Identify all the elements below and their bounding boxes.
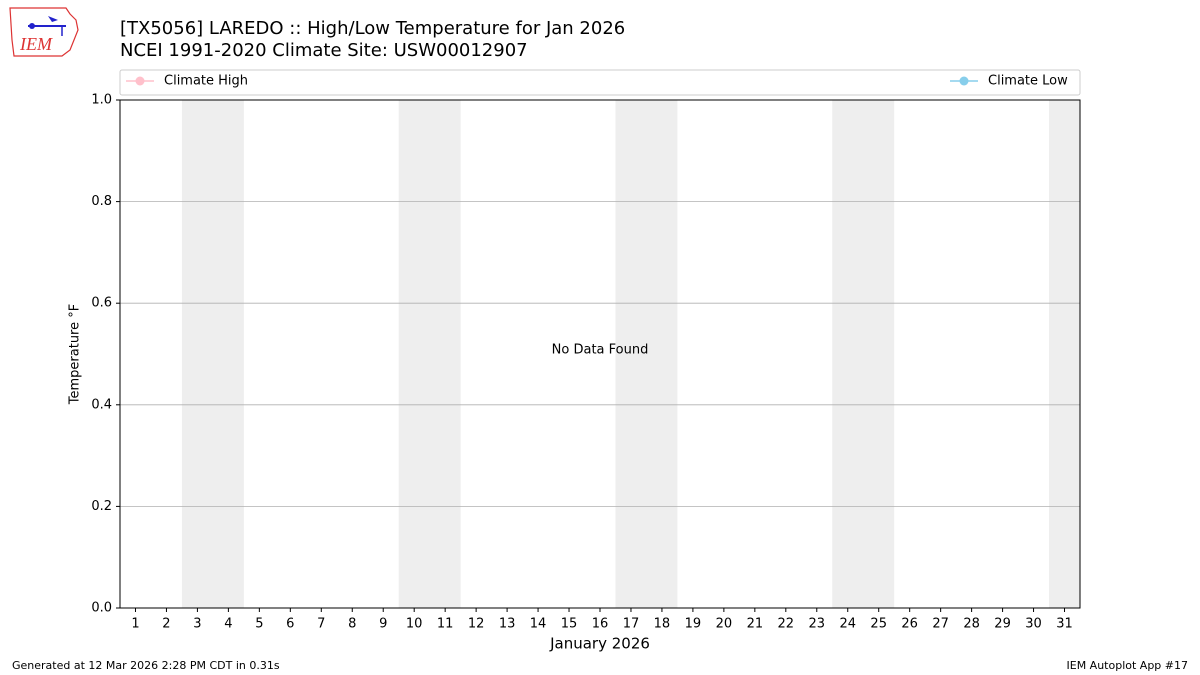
footer-left: Generated at 12 Mar 2026 2:28 PM CDT in … bbox=[12, 659, 280, 672]
shaded-band bbox=[181, 100, 244, 608]
x-tick-label: 31 bbox=[1056, 617, 1073, 632]
shaded-band bbox=[832, 100, 895, 608]
chart-title: [TX5056] LAREDO :: High/Low Temperature … bbox=[120, 18, 625, 39]
y-axis-label: Temperature °F bbox=[68, 304, 83, 405]
x-axis-label: January 2026 bbox=[549, 635, 650, 653]
x-tick-label: 2 bbox=[162, 617, 170, 632]
y-tick-label: 0.2 bbox=[91, 499, 112, 514]
x-tick-label: 14 bbox=[530, 617, 547, 632]
y-tick-label: 0.0 bbox=[91, 601, 112, 616]
x-tick-label: 13 bbox=[499, 617, 516, 632]
x-tick-label: 9 bbox=[379, 617, 387, 632]
y-tick-label: 0.4 bbox=[91, 397, 112, 412]
legend-marker bbox=[959, 76, 969, 86]
legend-box bbox=[119, 69, 1081, 96]
x-tick-label: 15 bbox=[561, 617, 578, 632]
logo: IEM bbox=[9, 7, 79, 57]
x-tick-label: 24 bbox=[839, 617, 856, 632]
x-tick-label: 28 bbox=[963, 617, 980, 632]
shaded-band bbox=[1049, 100, 1080, 608]
x-tick-label: 18 bbox=[654, 617, 671, 632]
chart-subtitle: NCEI 1991-2020 Climate Site: USW00012907 bbox=[120, 40, 528, 61]
x-tick-label: 25 bbox=[870, 617, 887, 632]
plot-frame bbox=[119, 99, 1081, 609]
legend-label: Climate Low bbox=[988, 74, 1068, 89]
x-tick-label: 5 bbox=[255, 617, 263, 632]
x-tick-label: 12 bbox=[468, 617, 485, 632]
y-tick-label: 1.0 bbox=[91, 93, 112, 108]
x-tick-label: 3 bbox=[193, 617, 201, 632]
shaded-band bbox=[398, 100, 461, 608]
x-tick-label: 4 bbox=[224, 617, 232, 632]
x-tick-label: 6 bbox=[286, 617, 294, 632]
x-tick-label: 1 bbox=[131, 617, 139, 632]
x-tick-label: 21 bbox=[747, 617, 764, 632]
y-tick-label: 0.6 bbox=[91, 296, 112, 311]
x-tick-label: 20 bbox=[716, 617, 733, 632]
x-tick-label: 19 bbox=[685, 617, 702, 632]
x-tick-label: 16 bbox=[592, 617, 609, 632]
legend-label: Climate High bbox=[164, 74, 248, 89]
shaded-band bbox=[615, 100, 678, 608]
x-tick-label: 11 bbox=[437, 617, 454, 632]
legend-marker bbox=[135, 76, 145, 86]
y-tick-label: 0.8 bbox=[91, 194, 112, 209]
x-tick-label: 17 bbox=[623, 617, 640, 632]
logo-text: IEM bbox=[19, 34, 53, 54]
x-tick-label: 8 bbox=[348, 617, 356, 632]
x-tick-label: 29 bbox=[994, 617, 1011, 632]
x-tick-label: 26 bbox=[901, 617, 918, 632]
x-tick-label: 7 bbox=[317, 617, 325, 632]
footer-right: IEM Autoplot App #17 bbox=[1067, 659, 1189, 672]
annotation: No Data Found bbox=[552, 343, 649, 358]
x-tick-label: 22 bbox=[778, 617, 795, 632]
x-tick-label: 30 bbox=[1025, 617, 1042, 632]
x-tick-label: 10 bbox=[406, 617, 423, 632]
x-tick-label: 27 bbox=[932, 617, 949, 632]
x-tick-label: 23 bbox=[809, 617, 826, 632]
